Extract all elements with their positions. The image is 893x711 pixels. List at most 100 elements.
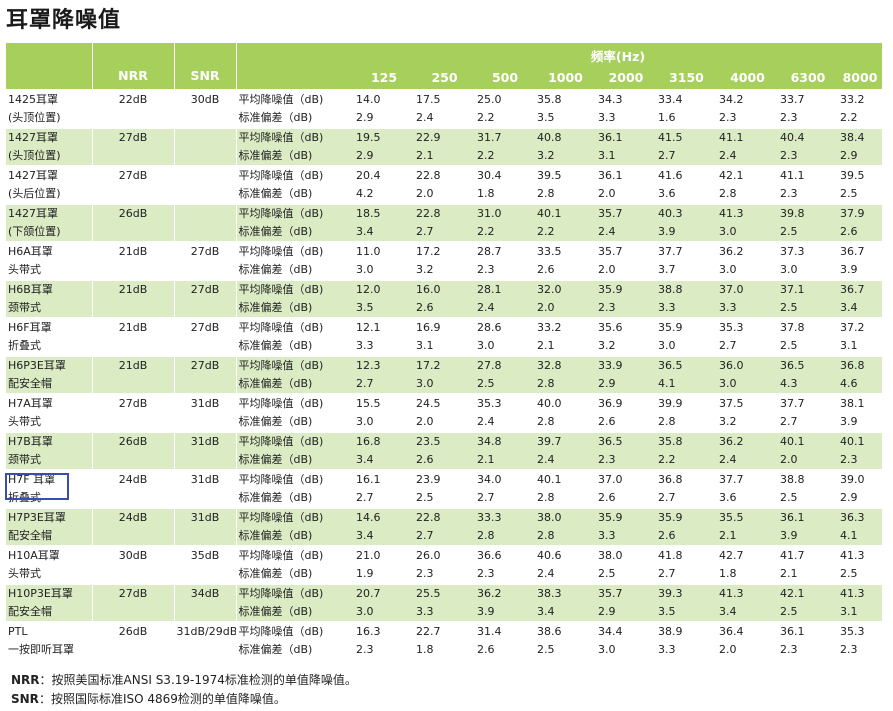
- cell-value: 42.1: [778, 583, 838, 603]
- cell-value: 2.0: [535, 299, 596, 318]
- product-name: 配安全帽: [6, 527, 93, 546]
- page-title: 耳罩降噪值: [6, 8, 122, 33]
- noise-reduction-table: NRR SNR 频率(Hz) 125 250 500 1000 2000 3150 4000…: [6, 43, 883, 659]
- product-name: 配安全帽: [6, 375, 93, 394]
- product-name: H7P3E耳罩: [6, 507, 93, 527]
- nrr-value: 21dB: [92, 279, 175, 299]
- cell-value: 33.2: [535, 317, 596, 337]
- cell-value: 39.0: [838, 469, 883, 489]
- table-row: 折叠式 标准偏差（dB) 2.7 2.5 2.7 2.8 2.6 2.7 3.6 2.5 2.9: [6, 489, 882, 508]
- cell-value: 28.6: [475, 317, 535, 337]
- table-row: 一按即听耳罩 标准偏差（dB) 2.3 1.8 2.6 2.5 3.0 3.3 2.0 2.3 2.…: [6, 641, 882, 659]
- product-name: 颈带式: [6, 451, 93, 470]
- cell-value: 3.1: [596, 147, 656, 166]
- cell-value: 41.3: [838, 583, 883, 603]
- cell-value: 37.5: [717, 393, 778, 413]
- measure-label: 平均降噪值（dB): [236, 393, 354, 413]
- product-name: (头后位置): [6, 185, 93, 204]
- cell-value: 2.9: [596, 603, 656, 622]
- measure-label: 标准偏差（dB): [238, 415, 313, 428]
- cell-value: 27.8: [475, 355, 535, 375]
- nrr-value: 26dB: [92, 621, 175, 641]
- measure-label: 平均降噪值（dB): [236, 469, 354, 489]
- nrr-value: 21dB: [92, 355, 175, 375]
- table-row: 配安全帽 标准偏差（dB) 3.0 3.3 3.9 3.4 2.9 3.5 3.4 2.5 3.1: [6, 603, 883, 622]
- measure-label: 标准偏差（dB): [238, 491, 313, 504]
- cell-value: 4.3: [778, 375, 838, 394]
- cell-value: 3.3: [414, 603, 475, 622]
- snr-value: 31dB: [174, 507, 237, 527]
- measure-label: 标准偏差（dB): [236, 223, 354, 242]
- cell-value: 36.2: [475, 583, 535, 603]
- cell-value: 23.5: [414, 431, 475, 451]
- cell-value: 3.9: [656, 223, 717, 242]
- snr-value: [174, 641, 237, 659]
- cell-value: 36.9: [596, 393, 656, 413]
- cell-value: 28.1: [475, 279, 535, 299]
- nrr-value: [92, 223, 175, 242]
- cell-value: 3.0: [354, 603, 414, 622]
- cell-value: 33.9: [596, 355, 656, 375]
- cell-value: 30.4: [475, 165, 535, 185]
- cell-value: 2.4: [477, 415, 495, 428]
- cell-value: 3.0: [598, 643, 616, 656]
- header-nrr: NRR: [92, 43, 175, 90]
- table-row: 头带式 标准偏差（dB) 3.0 3.2 2.3 2.6 2.0 3.7 3.0 3.0 3.9: [6, 261, 882, 280]
- cell-value: 37.0: [717, 279, 778, 299]
- cell-value: 2.7: [414, 223, 475, 242]
- cell-value: 2.3: [477, 263, 495, 276]
- cell-value: 36.5: [656, 355, 717, 375]
- cell-value: 2.5: [840, 187, 858, 200]
- product-name: PTL: [6, 621, 93, 641]
- cell-value: 2.2: [535, 223, 596, 242]
- cell-value: 35.3: [717, 317, 778, 337]
- cell-value: 2.3: [840, 643, 858, 656]
- cell-value: 2.4: [596, 223, 656, 242]
- cell-value: 42.7: [717, 545, 778, 565]
- product-name: 1427耳罩: [6, 203, 93, 223]
- measure-label: 平均降噪值（dB): [236, 621, 354, 641]
- table-row: 颈带式 标准偏差（dB) 3.4 2.6 2.1 2.4 2.3 2.2 2.4 2.0 2.3: [6, 451, 883, 470]
- cell-value: 33.3: [475, 507, 535, 527]
- cell-value: 37.0: [596, 469, 656, 489]
- cell-value: 2.5: [537, 643, 555, 656]
- snr-value: [174, 203, 237, 223]
- cell-value: 35.7: [596, 241, 656, 261]
- measure-label: 平均降噪值（dB): [236, 507, 354, 527]
- cell-value: 35.8: [535, 89, 596, 109]
- cell-value: 37.1: [778, 279, 838, 299]
- cell-value: 40.3: [656, 203, 717, 223]
- cell-value: 38.0: [535, 507, 596, 527]
- measure-label: 标准偏差（dB): [236, 375, 354, 394]
- cell-value: 34.3: [596, 89, 656, 109]
- note-nrr-key: NRR: [11, 673, 40, 687]
- cell-value: 2.8: [537, 491, 555, 504]
- cell-value: 2.4: [537, 567, 555, 580]
- cell-value: 32.8: [535, 355, 596, 375]
- cell-value: 2.7: [780, 415, 798, 428]
- cell-value: 3.6: [658, 187, 676, 200]
- cell-value: 2.2: [477, 111, 495, 124]
- cell-value: 35.3: [475, 393, 535, 413]
- header-freq-4000: 4000: [717, 65, 778, 90]
- cell-value: 39.7: [535, 431, 596, 451]
- cell-value: 33.4: [656, 89, 717, 109]
- cell-value: 2.6: [598, 415, 616, 428]
- cell-value: 3.2: [416, 263, 434, 276]
- cell-value: 3.4: [354, 451, 414, 470]
- cell-value: 2.6: [838, 223, 883, 242]
- cell-value: 16.1: [354, 469, 414, 489]
- nrr-value: 21dB: [92, 241, 175, 261]
- cell-value: 3.9: [475, 603, 535, 622]
- cell-value: 3.0: [717, 223, 778, 242]
- cell-value: 35.7: [596, 203, 656, 223]
- cell-value: 2.9: [354, 147, 414, 166]
- cell-value: 35.9: [656, 507, 717, 527]
- cell-value: 35.9: [596, 507, 656, 527]
- cell-value: 36.6: [475, 545, 535, 565]
- cell-value: 37.7: [778, 393, 838, 413]
- nrr-value: [92, 451, 175, 470]
- cell-value: 2.1: [537, 339, 555, 352]
- table-row: PTL 26dB 31dB/29dB 平均降噪值（dB) 16.3 22.7 31.4 38.…: [6, 621, 883, 641]
- cell-value: 2.0: [598, 187, 616, 200]
